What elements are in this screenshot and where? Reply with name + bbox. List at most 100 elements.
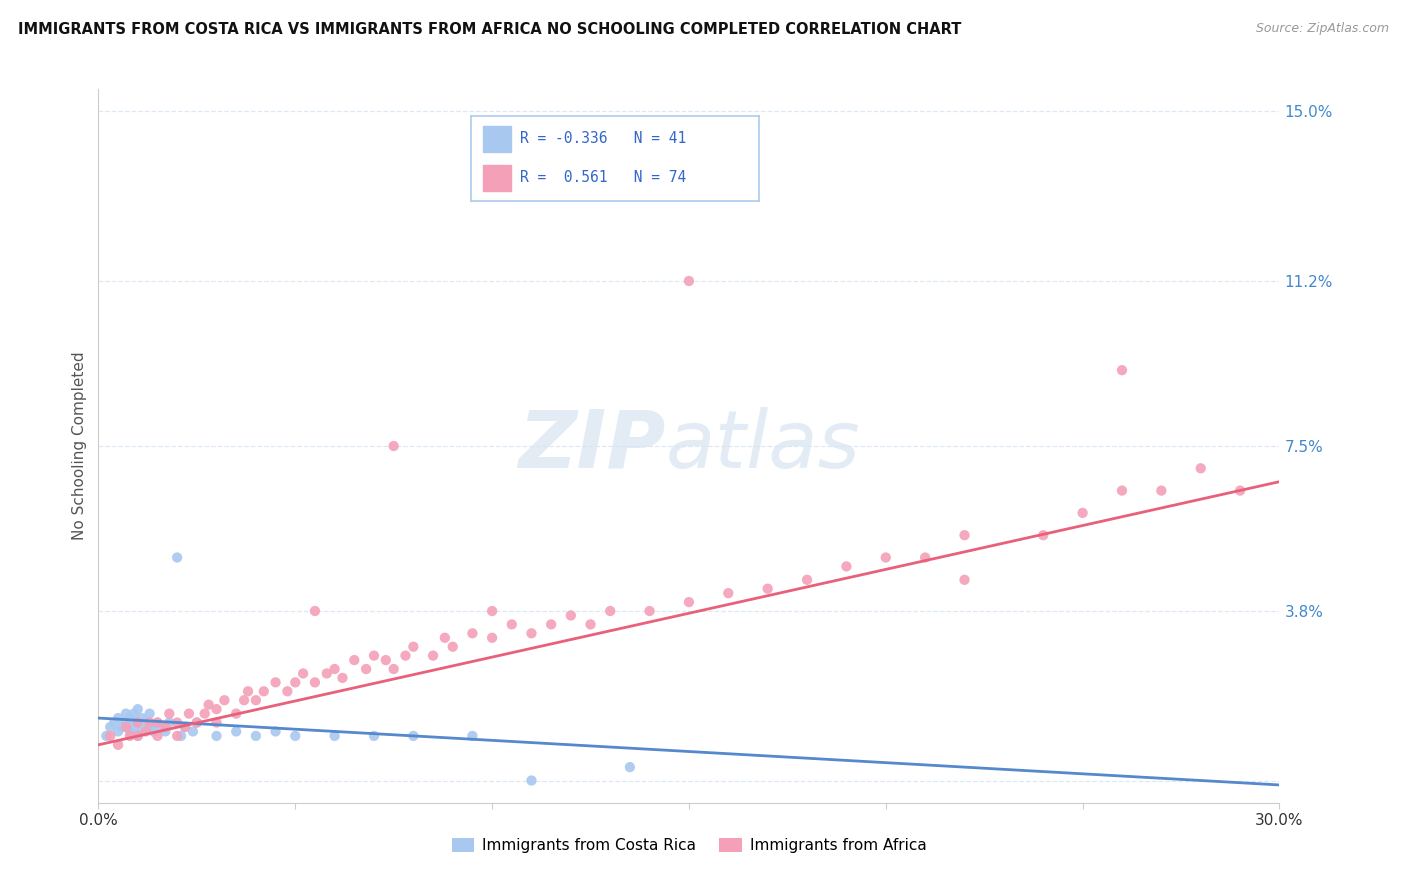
Point — [205, 729, 228, 743]
Point — [1111, 363, 1133, 377]
Point — [131, 711, 153, 725]
Text: R =  0.561   N = 74: R = 0.561 N = 74 — [520, 170, 686, 186]
Point — [107, 724, 129, 739]
Point — [205, 715, 228, 730]
Point — [323, 662, 346, 676]
Point — [292, 666, 315, 681]
Point — [127, 715, 149, 730]
Point — [135, 724, 157, 739]
Point — [422, 648, 444, 663]
Point — [678, 274, 700, 288]
Point — [284, 729, 307, 743]
Text: atlas: atlas — [665, 407, 860, 485]
Point — [127, 729, 149, 743]
Point — [138, 720, 160, 734]
Point — [103, 715, 125, 730]
Point — [138, 706, 160, 721]
Point — [264, 675, 287, 690]
Point — [1071, 506, 1094, 520]
Point — [343, 653, 366, 667]
Point — [115, 715, 138, 730]
Point — [579, 617, 602, 632]
Point — [363, 648, 385, 663]
Point — [835, 559, 858, 574]
Point — [197, 698, 219, 712]
Point — [678, 595, 700, 609]
Point — [118, 711, 141, 725]
Point — [953, 528, 976, 542]
Point — [323, 729, 346, 743]
Point — [304, 604, 326, 618]
Point — [332, 671, 354, 685]
Point — [115, 706, 138, 721]
Point — [953, 573, 976, 587]
Point — [111, 720, 134, 734]
Point — [166, 715, 188, 730]
Point — [1189, 461, 1212, 475]
Point — [122, 706, 145, 721]
Point — [394, 648, 416, 663]
Point — [135, 715, 157, 730]
Point — [177, 706, 200, 721]
Point — [146, 729, 169, 743]
Point — [756, 582, 779, 596]
Point — [166, 550, 188, 565]
Point — [146, 715, 169, 730]
Point — [225, 706, 247, 721]
Point — [225, 724, 247, 739]
Bar — [482, 126, 512, 152]
Point — [174, 720, 197, 734]
Point — [717, 586, 740, 600]
Point — [1150, 483, 1173, 498]
Point — [150, 720, 173, 734]
Y-axis label: No Schooling Completed: No Schooling Completed — [72, 351, 87, 541]
Point — [1032, 528, 1054, 542]
Point — [245, 729, 267, 743]
Point — [155, 724, 177, 739]
Point — [354, 662, 377, 676]
Text: ZIP: ZIP — [517, 407, 665, 485]
Point — [875, 550, 897, 565]
Point — [115, 720, 138, 734]
Point — [315, 666, 337, 681]
Point — [157, 715, 180, 730]
Point — [402, 640, 425, 654]
Point — [233, 693, 256, 707]
Point — [402, 729, 425, 743]
Point — [1111, 483, 1133, 498]
Point — [382, 662, 405, 676]
Point — [619, 760, 641, 774]
Point — [520, 773, 543, 788]
Point — [461, 729, 484, 743]
Point — [138, 715, 160, 730]
Point — [194, 706, 217, 721]
Point — [1229, 483, 1251, 498]
Point — [174, 720, 197, 734]
Point — [264, 724, 287, 739]
Point — [433, 631, 456, 645]
Point — [98, 729, 121, 743]
Point — [481, 604, 503, 618]
Point — [382, 439, 405, 453]
Point — [157, 706, 180, 721]
Point — [96, 729, 118, 743]
Point — [98, 720, 121, 734]
Point — [796, 573, 818, 587]
Text: Source: ZipAtlas.com: Source: ZipAtlas.com — [1256, 22, 1389, 36]
Bar — [482, 165, 512, 191]
Point — [501, 617, 523, 632]
Text: IMMIGRANTS FROM COSTA RICA VS IMMIGRANTS FROM AFRICA NO SCHOOLING COMPLETED CORR: IMMIGRANTS FROM COSTA RICA VS IMMIGRANTS… — [18, 22, 962, 37]
Point — [236, 684, 259, 698]
Point — [142, 724, 165, 739]
Point — [374, 653, 396, 667]
Legend: Immigrants from Costa Rica, Immigrants from Africa: Immigrants from Costa Rica, Immigrants f… — [446, 832, 932, 859]
Point — [131, 724, 153, 739]
Point — [155, 720, 177, 734]
Point — [107, 738, 129, 752]
Point — [441, 640, 464, 654]
Point — [127, 702, 149, 716]
Point — [205, 702, 228, 716]
Point — [520, 626, 543, 640]
Point — [186, 715, 208, 730]
Point — [118, 724, 141, 739]
